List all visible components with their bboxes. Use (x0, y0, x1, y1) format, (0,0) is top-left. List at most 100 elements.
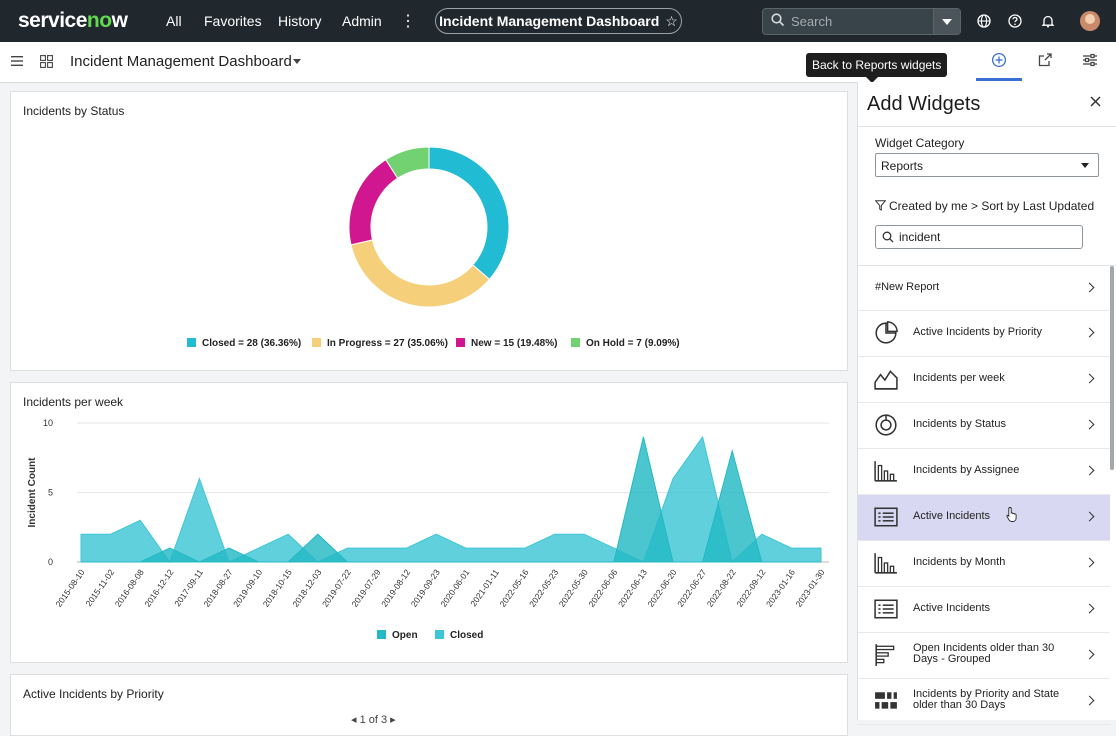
notifications-bell-icon[interactable] (1040, 13, 1056, 29)
chevron-right-icon (1084, 327, 1095, 338)
widget-list-item-label: Active Incidents by Priority (913, 326, 1042, 338)
widget-list-item[interactable]: Incidents by Priority and State older th… (858, 679, 1110, 725)
chevron-right-icon (1084, 603, 1095, 614)
x-tick-label: 2021-01-11 (468, 567, 501, 608)
x-tick-label: 2019-09-23 (409, 567, 442, 609)
globe-icon[interactable] (976, 13, 992, 29)
dashboard-title-pill[interactable]: Incident Management Dashboard ☆ (435, 8, 682, 34)
search-scope-dropdown[interactable] (933, 9, 960, 34)
nav-admin[interactable]: Admin (342, 13, 382, 29)
share-icon[interactable] (1037, 52, 1053, 68)
hamburger-menu-icon[interactable] (11, 56, 23, 66)
legend-item[interactable]: Closed (435, 630, 483, 641)
x-tick-label: 2019-07-29 (350, 567, 383, 609)
panel-title: Add Widgets (867, 93, 981, 115)
donut-slice[interactable] (428, 147, 509, 281)
area-series[interactable] (81, 436, 821, 563)
legend-item[interactable]: New = 15 (19.48%) (456, 338, 557, 349)
x-tick-label: 2018-08-27 (202, 567, 235, 609)
widget-list-item-label: Active Incidents (913, 602, 991, 614)
add-widget-icon[interactable] (991, 52, 1007, 68)
list-icon (874, 507, 898, 527)
widget-list-item[interactable]: Active Incidents by Priority (858, 311, 1110, 357)
chevron-down-icon[interactable] (293, 59, 301, 64)
x-tick-label: 2022-09-12 (734, 567, 767, 609)
widget-list-item[interactable]: Active Incidents (858, 495, 1110, 541)
widget-list-item-label: Open Incidents older than 30 Days - Grou… (913, 642, 1055, 665)
widget-title: Incidents by Status (23, 104, 125, 118)
legend-item[interactable]: Closed = 28 (36.36%) (187, 338, 301, 349)
widget-search-input[interactable]: incident (875, 225, 1083, 249)
active-incidents-by-priority-widget[interactable]: Active Incidents by Priority ◂ 1 of 3 ▸ (10, 674, 848, 736)
dashboard-grid-icon[interactable] (40, 55, 53, 68)
x-tick-label: 2022-06-06 (586, 567, 619, 609)
donut-slice[interactable] (349, 159, 399, 246)
nav-history[interactable]: History (278, 13, 322, 29)
x-tick-label: 2016-12-12 (142, 567, 175, 609)
x-tick-label: 2016-08-08 (113, 567, 146, 609)
x-tick-label: 2019-08-12 (379, 567, 412, 609)
widget-search-value: incident (899, 230, 941, 244)
search-icon (882, 231, 894, 243)
legend-item[interactable]: Open (377, 630, 418, 641)
x-tick-label: 2022-06-20 (646, 567, 679, 609)
widget-list-item[interactable]: Incidents by Assignee (858, 449, 1110, 495)
divider (858, 265, 1116, 266)
top-navigation-bar: servicenow All Favorites History Admin ⋮… (0, 0, 1116, 42)
servicenow-logo[interactable]: servicenow (18, 9, 128, 32)
nav-favorites[interactable]: Favorites (204, 13, 262, 29)
divider (858, 126, 1116, 127)
legend-swatch (312, 338, 321, 347)
legend-label: In Progress = 27 (35.06%) (327, 338, 448, 349)
nav-all[interactable]: All (166, 13, 182, 29)
dashboard-toolbar: Incident Management Dashboard (0, 42, 1116, 83)
search-input[interactable]: Search (791, 14, 833, 29)
x-tick-label: 2019-09-10 (231, 567, 264, 609)
chevron-right-icon (1084, 649, 1095, 660)
x-tick-label: 2023-01-30 (794, 567, 827, 609)
close-icon[interactable] (1090, 96, 1101, 107)
widget-list-item[interactable]: Incidents by Status (858, 403, 1110, 449)
dashboard-title[interactable]: Incident Management Dashboard (70, 53, 292, 70)
settings-sliders-icon[interactable] (1082, 52, 1098, 68)
list-icon (874, 599, 898, 619)
widget-category-select[interactable]: Reports (875, 153, 1099, 177)
panel-scrollbar[interactable] (1110, 266, 1114, 470)
chevron-right-icon (1084, 465, 1095, 476)
incidents-per-week-widget[interactable]: Incidents per week 10 5 0 Incident Count 201… (10, 382, 848, 663)
widget-list-item[interactable]: Active Incidents (858, 587, 1110, 633)
help-icon[interactable] (1007, 13, 1023, 29)
filter-breadcrumb[interactable]: Created by me > Sort by Last Updated (874, 199, 1094, 213)
legend-swatch (571, 338, 580, 347)
widget-list-item[interactable]: #New Report (858, 266, 1110, 311)
donut-slice[interactable] (385, 147, 430, 179)
heatmap-icon (875, 692, 897, 709)
legend-swatch (377, 630, 386, 639)
widget-list-item[interactable]: Incidents by Month (858, 541, 1110, 587)
widget-list-item[interactable]: Incidents per week (858, 357, 1110, 403)
x-tick-label: 2020-06-01 (438, 567, 471, 609)
legend-item[interactable]: On Hold = 7 (9.09%) (571, 338, 680, 349)
chevron-right-icon (1084, 557, 1095, 568)
search-icon (771, 13, 785, 27)
donut-chart (349, 147, 509, 307)
favorite-star-icon[interactable]: ☆ (665, 13, 678, 29)
hand-cursor-icon (1006, 507, 1017, 522)
global-search[interactable]: Search (762, 8, 961, 35)
x-tick-label: 2022-05-16 (498, 567, 531, 609)
more-menu-icon[interactable]: ⋮ (400, 13, 416, 30)
widget-list-item[interactable]: Open Incidents older than 30 Days - Grou… (858, 633, 1110, 679)
incidents-by-status-widget[interactable]: Incidents by Status Closed = 28 (36.36%)… (10, 91, 848, 371)
user-avatar[interactable] (1080, 11, 1100, 31)
y-tick-label: 5 (48, 488, 53, 498)
y-axis-label: Incident Count (27, 457, 38, 528)
widget-list-item-label: Incidents per week (913, 372, 1005, 384)
pie-chart-icon (875, 321, 898, 344)
bar-chart-icon (874, 461, 897, 482)
legend-swatch (456, 338, 465, 347)
donut-slice[interactable] (350, 239, 491, 307)
x-tick-label: 2022-05-30 (557, 567, 590, 609)
chevron-right-icon (1084, 419, 1095, 430)
legend-item[interactable]: In Progress = 27 (35.06%) (312, 338, 448, 349)
